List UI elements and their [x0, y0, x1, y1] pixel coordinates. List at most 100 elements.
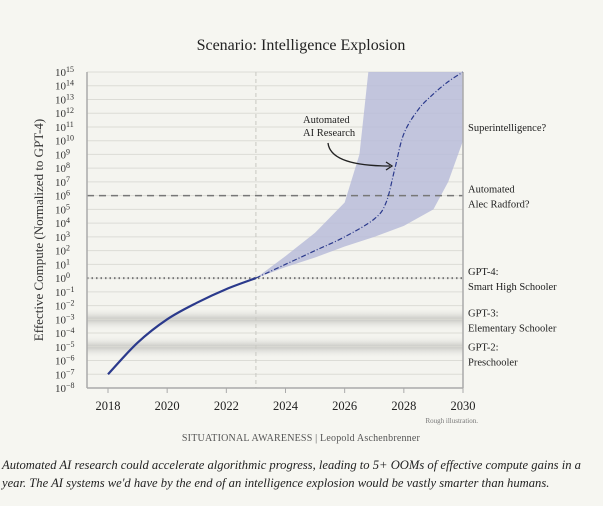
y-tick-label: 10−1 [55, 285, 75, 299]
annotation-label: AI Research [303, 128, 356, 139]
tick-base: 10 [55, 232, 67, 244]
uncertainty-band [255, 72, 463, 279]
tick-exponent: 6 [66, 189, 70, 198]
tick-exponent: 8 [66, 161, 70, 170]
tick-base: 10 [55, 191, 67, 203]
figure-caption: Automated AI research could accelerate a… [2, 458, 581, 490]
tick-base: 10 [55, 108, 67, 120]
y-tick-label: 102 [55, 244, 70, 258]
tick-base: 10 [55, 259, 67, 271]
tick-exponent: 15 [66, 65, 74, 74]
tick-exponent: −4 [66, 326, 75, 335]
tick-exponent: 11 [66, 120, 74, 129]
tick-exponent: −6 [66, 354, 75, 363]
tick-base: 10 [55, 356, 67, 368]
y-tick-label: 10−3 [55, 312, 75, 326]
tick-exponent: 12 [66, 106, 74, 115]
milestone-label: GPT-2: [468, 343, 499, 354]
milestone-label: Elementary Schooler [468, 323, 557, 334]
tick-exponent: 4 [66, 216, 70, 225]
y-tick-label: 10−8 [55, 381, 75, 395]
x-tick-label: 2028 [391, 399, 416, 413]
y-tick-label: 104 [55, 216, 70, 230]
tick-exponent: −3 [66, 312, 75, 321]
arrowhead-icon [385, 161, 394, 171]
x-tick-label: 2020 [155, 399, 180, 413]
tick-exponent: 1 [66, 257, 70, 266]
milestone-label: Superintelligence? [468, 123, 546, 134]
tick-base: 10 [55, 81, 67, 93]
y-tick-label: 1011 [55, 120, 74, 134]
tick-base: 10 [55, 314, 67, 326]
tick-base: 10 [55, 328, 67, 340]
y-tick-label: 10−6 [55, 354, 75, 368]
x-tick-label: 2024 [273, 399, 299, 413]
y-tick-label: 1015 [55, 65, 74, 79]
tick-base: 10 [55, 273, 67, 285]
chart-title: Scenario: Intelligence Explosion [197, 37, 406, 54]
tick-exponent: −1 [66, 285, 75, 294]
tick-base: 10 [55, 204, 67, 216]
y-tick-label: 10−7 [55, 367, 75, 381]
tick-base: 10 [55, 67, 67, 79]
tick-base: 10 [55, 246, 67, 258]
source-credit: SITUATIONAL AWARENESS | Leopold Aschenbr… [182, 433, 421, 444]
annotation-label: Automated [303, 115, 350, 126]
milestone-label: Smart High Schooler [468, 282, 557, 293]
tick-exponent: 13 [66, 92, 74, 101]
y-tick-label: 1012 [55, 106, 74, 120]
y-tick-label: 1014 [55, 79, 74, 93]
y-tick-label: 107 [55, 175, 70, 189]
tick-exponent: −5 [66, 340, 75, 349]
tick-exponent: 2 [66, 244, 70, 253]
x-tick-label: 2018 [96, 399, 121, 413]
tick-base: 10 [55, 301, 67, 313]
rough-illustration-note: Rough illustration. [426, 417, 479, 425]
tick-base: 10 [55, 383, 67, 395]
y-tick-label: 10−4 [55, 326, 75, 340]
milestone-label: Alec Radford? [468, 200, 530, 211]
y-tick-label: 100 [55, 271, 70, 285]
milestone-label: Preschooler [468, 358, 518, 369]
milestone-label: GPT-3: [468, 308, 499, 319]
tick-base: 10 [55, 287, 67, 299]
series-projection [255, 71, 464, 279]
tick-exponent: −2 [66, 299, 75, 308]
tick-exponent: 10 [66, 134, 74, 143]
y-tick-label: 108 [55, 161, 70, 175]
tick-exponent: −7 [66, 367, 75, 376]
y-tick-label: 105 [55, 202, 70, 216]
y-axis-label: Effective Compute (Normalized to GPT-4) [31, 119, 46, 341]
tick-base: 10 [55, 342, 67, 354]
x-tick-label: 2022 [214, 399, 239, 413]
milestone-label: GPT-4: [468, 267, 499, 278]
tick-exponent: 14 [66, 79, 74, 88]
intelligence-explosion-chart: Scenario: Intelligence Explosion10151014… [31, 37, 557, 444]
y-tick-label: 1013 [55, 92, 74, 106]
tick-base: 10 [55, 163, 67, 175]
y-tick-label: 10−5 [55, 340, 75, 354]
series-historical [107, 277, 257, 376]
tick-exponent: 9 [66, 147, 70, 156]
y-tick-label: 10−2 [55, 299, 75, 313]
milestone-label: Automated [468, 185, 515, 196]
x-tick-label: 2030 [451, 399, 476, 413]
tick-base: 10 [55, 369, 67, 381]
tick-exponent: 5 [66, 202, 70, 211]
annotation-arrow [327, 142, 391, 167]
tick-base: 10 [55, 122, 67, 134]
tick-base: 10 [55, 94, 67, 106]
tick-base: 10 [55, 177, 67, 189]
tick-exponent: −8 [66, 381, 75, 390]
tick-base: 10 [55, 218, 67, 230]
tick-exponent: 0 [66, 271, 70, 280]
x-tick-label: 2026 [332, 399, 357, 413]
tick-exponent: 7 [66, 175, 70, 184]
y-tick-label: 106 [55, 189, 70, 203]
y-tick-label: 1010 [55, 134, 74, 148]
y-tick-label: 109 [55, 147, 70, 161]
tick-base: 10 [55, 149, 67, 161]
tick-base: 10 [55, 136, 67, 148]
y-tick-label: 101 [55, 257, 70, 271]
y-tick-label: 103 [55, 230, 70, 244]
